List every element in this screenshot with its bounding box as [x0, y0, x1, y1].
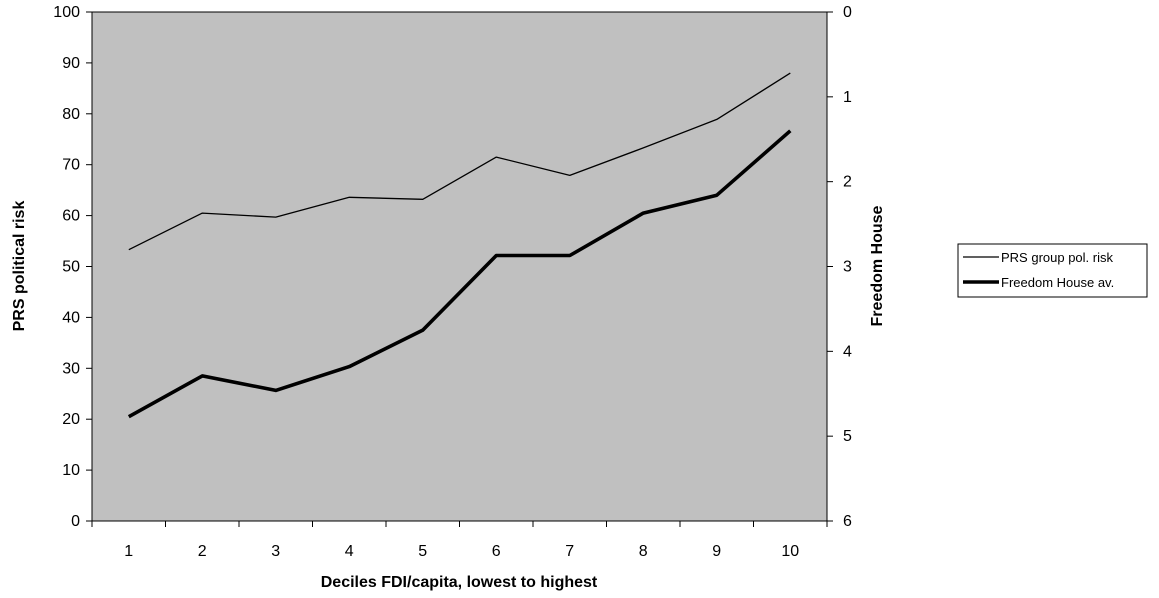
y-tick-label: 50: [62, 259, 80, 276]
x-tick-label: 3: [271, 543, 280, 560]
y2-tick-label: 2: [843, 174, 852, 191]
y-tick-label: 20: [62, 411, 80, 428]
y-tick-label: 60: [62, 208, 80, 225]
y2-tick-label: 1: [843, 89, 852, 106]
y2-axis-title: Freedom House: [869, 205, 886, 326]
y-tick-label: 90: [62, 55, 80, 72]
x-tick-label: 8: [639, 543, 648, 560]
right-axis-ticks: 0 1 2 3 4 5 6: [827, 4, 852, 530]
x-tick-label: 4: [345, 543, 354, 560]
y-tick-label: 10: [62, 462, 80, 479]
x-tick-label: 10: [781, 543, 799, 560]
series-line-prs: [128, 72, 791, 251]
y2-tick-label: 5: [843, 428, 852, 445]
legend: PRS group pol. risk Freedom House av.: [957, 243, 1148, 298]
legend-box: [957, 243, 1148, 298]
series-line-freedom-house: [127, 129, 792, 419]
plot-area: [91, 11, 828, 522]
x-tick-label: 6: [492, 543, 501, 560]
y-tick-label: 0: [71, 513, 80, 530]
left-axis-ticks: 0 10 20 30 40 50 60 70 80 90 100: [53, 4, 92, 530]
y2-tick-label: 0: [843, 4, 852, 21]
x-tick-label: 1: [124, 543, 133, 560]
x-tick-label: 7: [565, 543, 574, 560]
y-tick-label: 30: [62, 360, 80, 377]
y-tick-label: 70: [62, 157, 80, 174]
x-axis-ticks: 1 2 3 4 5 6 7 8 9 10: [91, 521, 828, 560]
y-axis-title: PRS political risk: [11, 201, 28, 332]
legend-label-prs: PRS group pol. risk: [1001, 250, 1113, 265]
y2-tick-label: 4: [843, 343, 852, 360]
x-tick-label: 9: [712, 543, 721, 560]
y-tick-label: 100: [53, 4, 80, 21]
x-axis-title: Deciles FDI/capita, lowest to highest: [321, 574, 598, 591]
y2-tick-label: 3: [843, 259, 852, 276]
x-tick-label: 5: [418, 543, 427, 560]
y2-tick-label: 6: [843, 513, 852, 530]
x-tick-label: 2: [198, 543, 207, 560]
legend-label-freedom-house: Freedom House av.: [1001, 275, 1114, 290]
y-tick-label: 40: [62, 309, 80, 326]
y-tick-label: 80: [62, 106, 80, 123]
